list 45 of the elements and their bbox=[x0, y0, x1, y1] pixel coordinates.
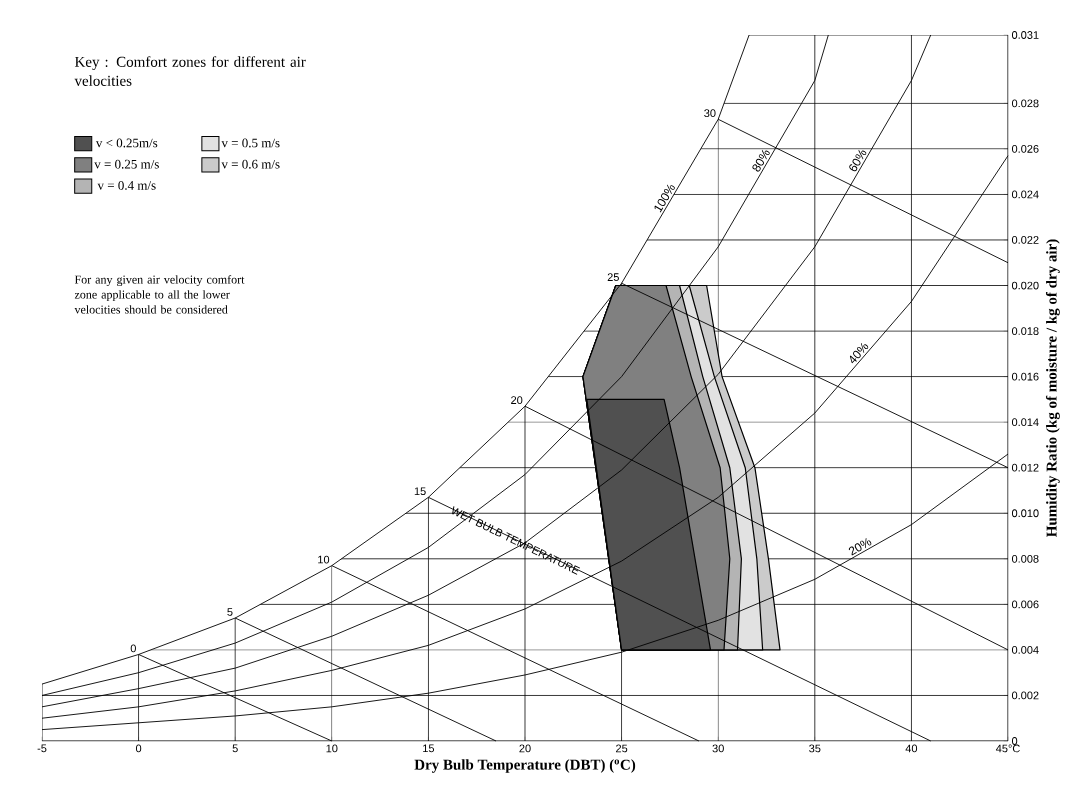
series-label: 30 bbox=[704, 109, 716, 118]
series-label: 20 bbox=[511, 396, 523, 405]
y-tick-label: 0.008 bbox=[1011, 554, 1039, 563]
text: 40% bbox=[849, 342, 869, 364]
y-tick-label: 0.018 bbox=[1011, 327, 1039, 335]
x-tick-label: 25 bbox=[616, 744, 628, 753]
series-label: 25 bbox=[607, 273, 619, 282]
legend-label: v = 0.4 m/s bbox=[97, 181, 156, 190]
x-axis-title: Dry Bulb Temperature (DBT) ($^{o}$C) bbox=[414, 759, 636, 773]
legend-title: Key : Comfort zones for different air velocities bbox=[74, 56, 306, 86]
x-tick-label: 5 bbox=[232, 744, 238, 753]
text: 20% bbox=[848, 537, 872, 556]
series-label: 5 bbox=[227, 608, 233, 616]
y-tick-label: 0.024 bbox=[1011, 190, 1039, 199]
legend-label: v = 0.25 m/s bbox=[94, 159, 159, 169]
y-tick-label: 0.010 bbox=[1011, 509, 1039, 518]
x-tick-label: 0 bbox=[135, 744, 142, 753]
y-tick-label: 0.016 bbox=[1011, 372, 1039, 381]
legend-label: v = 0.5 m/s bbox=[221, 138, 280, 148]
series-label: 0 bbox=[130, 644, 136, 653]
legend-label: v < 0.25m/s bbox=[95, 138, 158, 148]
y-tick-label: 0.022 bbox=[1011, 236, 1039, 244]
series-label: 10 bbox=[318, 555, 330, 564]
x-tick-label: -5 bbox=[37, 744, 47, 753]
annotation: For any given air velocity comfort zone applicable to all the lower velocities should be considered bbox=[74, 275, 245, 314]
y-tick-label: 0.004 bbox=[1011, 646, 1039, 654]
y-tick-label: 0 bbox=[1011, 737, 1018, 745]
y-tick-label: 0.006 bbox=[1011, 600, 1039, 609]
x-tick-label: 35 bbox=[809, 744, 821, 753]
y-tick-label: 0.028 bbox=[1011, 99, 1039, 108]
x-tick-label: 20 bbox=[519, 744, 531, 753]
x-tick-label: 10 bbox=[326, 744, 338, 753]
y-tick-label: 0.014 bbox=[1011, 418, 1039, 427]
x-tick-label: 45°C bbox=[995, 744, 1020, 753]
y-tick-label: 0.031 bbox=[1011, 31, 1039, 39]
x-tick-label: 15 bbox=[423, 744, 435, 753]
x-tick-label: 30 bbox=[712, 744, 724, 753]
series-label: 15 bbox=[414, 487, 426, 496]
y-axis-title: Humidity Ratio (kg of moisture / kg of dry air) bbox=[1045, 239, 1060, 537]
y-tick-label: 0.002 bbox=[1011, 691, 1039, 700]
y-tick-label: 0.012 bbox=[1011, 463, 1039, 472]
legend-label: v = 0.6 m/s bbox=[221, 159, 280, 169]
y-tick-label: 0.026 bbox=[1011, 144, 1039, 153]
x-tick-label: 40 bbox=[905, 744, 918, 753]
y-tick-label: 0.020 bbox=[1011, 281, 1039, 290]
